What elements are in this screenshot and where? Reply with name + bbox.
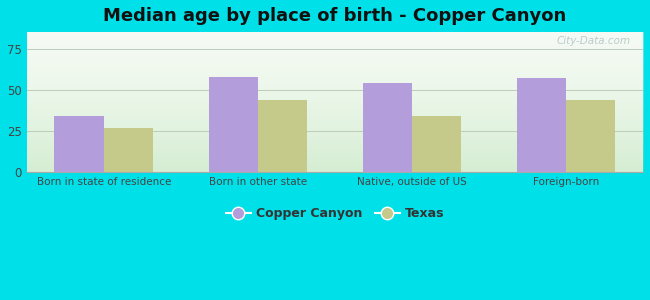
Bar [517,78,566,172]
Bar [363,83,412,172]
Title: Median age by place of birth - Copper Canyon: Median age by place of birth - Copper Ca… [103,7,567,25]
Text: City-Data.com: City-Data.com [556,36,630,46]
Bar [55,116,104,172]
Bar [209,76,258,172]
Bar [412,116,462,172]
Legend: Copper Canyon, Texas: Copper Canyon, Texas [221,202,449,225]
Bar [566,100,616,172]
Bar [104,128,153,172]
Bar [258,100,307,172]
